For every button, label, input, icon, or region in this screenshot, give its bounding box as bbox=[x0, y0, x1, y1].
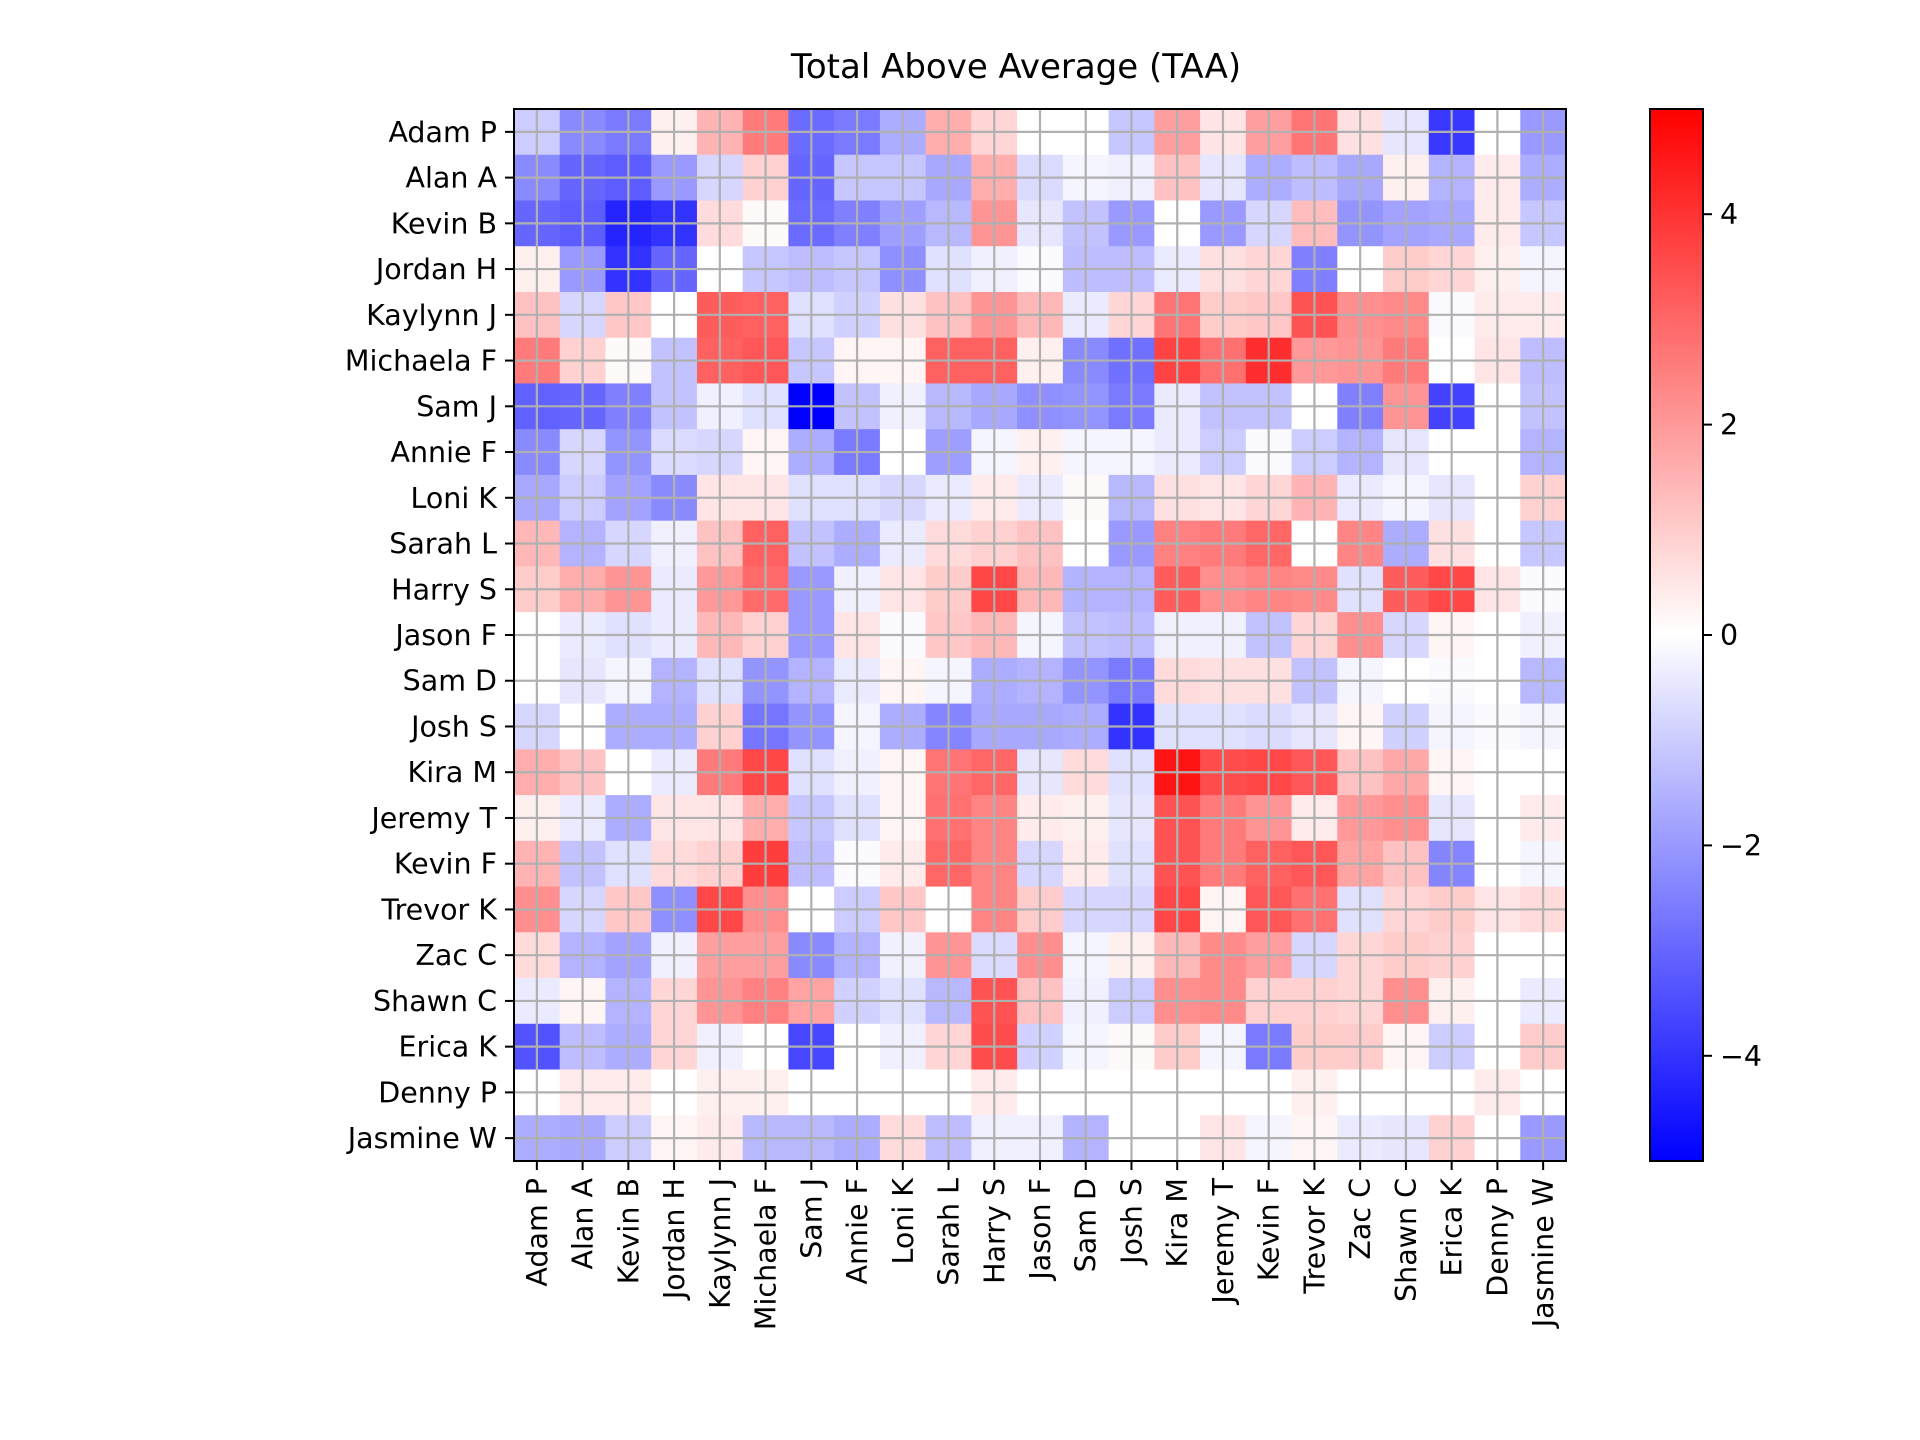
y-tick-label: Loni K bbox=[410, 482, 498, 515]
y-tick-label: Denny P bbox=[378, 1076, 497, 1109]
x-tick-label: Michaela F bbox=[750, 1178, 783, 1330]
x-axis: Adam P Alan A Kevin B Jordan H Kaylynn J Mich… bbox=[521, 1161, 1560, 1330]
x-tick-label: Annie F bbox=[841, 1178, 874, 1285]
y-tick-label: Kira M bbox=[408, 756, 497, 789]
x-tick-label: Jason F bbox=[1024, 1178, 1057, 1282]
y-tick-label: Sam D bbox=[403, 665, 497, 698]
y-tick-label: Alan A bbox=[406, 162, 498, 195]
chart-title: Total Above Average (TAA) bbox=[790, 47, 1241, 87]
x-tick-label: Josh S bbox=[1115, 1178, 1148, 1266]
y-tick-label: Shawn C bbox=[373, 985, 497, 1018]
x-tick-label: Sam D bbox=[1070, 1178, 1103, 1272]
y-tick-label: Harry S bbox=[391, 573, 497, 606]
y-tick-label: Jason F bbox=[393, 619, 497, 652]
colorbar-tick-label: 2 bbox=[1720, 409, 1738, 442]
x-tick-label: Adam P bbox=[521, 1178, 554, 1287]
y-tick-label: Kevin F bbox=[394, 848, 497, 881]
x-tick-label: Jeremy T bbox=[1207, 1177, 1240, 1305]
x-tick-label: Denny P bbox=[1481, 1178, 1514, 1297]
y-tick-label: Sarah L bbox=[389, 528, 497, 561]
y-tick-label: Jordan H bbox=[374, 253, 497, 286]
gridlines bbox=[514, 109, 1566, 1161]
x-tick-label: Erica K bbox=[1436, 1177, 1469, 1277]
y-tick-label: Trevor K bbox=[380, 893, 498, 926]
x-tick-label: Sam J bbox=[795, 1178, 828, 1259]
y-tick-label: Sam J bbox=[416, 390, 497, 423]
y-axis: Adam P Alan A Kevin B Jordan H Kaylynn J Mich… bbox=[345, 116, 514, 1155]
x-tick-label: Loni K bbox=[887, 1177, 920, 1265]
x-tick-label: Kevin F bbox=[1253, 1178, 1286, 1281]
colorbar-tick-label: 0 bbox=[1720, 619, 1738, 652]
x-tick-label: Kaylynn J bbox=[704, 1178, 737, 1309]
y-tick-label: Zac C bbox=[415, 939, 497, 972]
x-tick-label: Shawn C bbox=[1390, 1178, 1423, 1302]
y-tick-label: Kaylynn J bbox=[366, 299, 497, 332]
x-tick-label: Zac C bbox=[1344, 1178, 1377, 1260]
x-tick-label: Trevor K bbox=[1298, 1177, 1331, 1295]
y-tick-label: Jeremy T bbox=[369, 802, 497, 835]
x-tick-label: Kevin B bbox=[612, 1178, 645, 1284]
y-tick-label: Annie F bbox=[390, 436, 497, 469]
x-tick-label: Jordan H bbox=[658, 1178, 691, 1301]
x-tick-label: Kira M bbox=[1161, 1178, 1194, 1267]
x-tick-label: Jasmine W bbox=[1527, 1178, 1560, 1329]
colorbar-tick-label: 4 bbox=[1720, 198, 1738, 231]
y-tick-label: Adam P bbox=[388, 116, 497, 149]
y-tick-label: Jasmine W bbox=[346, 1122, 497, 1155]
y-tick-label: Michaela F bbox=[345, 345, 497, 378]
y-tick-label: Josh S bbox=[409, 710, 497, 743]
x-tick-label: Sarah L bbox=[933, 1178, 966, 1286]
x-tick-label: Alan A bbox=[567, 1177, 600, 1269]
x-tick-label: Harry S bbox=[978, 1178, 1011, 1284]
y-tick-label: Kevin B bbox=[391, 207, 497, 240]
y-tick-label: Erica K bbox=[398, 1031, 498, 1064]
colorbar-tick-label: −4 bbox=[1720, 1040, 1762, 1073]
colorbar bbox=[1649, 108, 1704, 1162]
colorbar-axis: −4 −2 0 2 4 bbox=[1703, 198, 1762, 1073]
colorbar-tick-label: −2 bbox=[1720, 829, 1762, 862]
